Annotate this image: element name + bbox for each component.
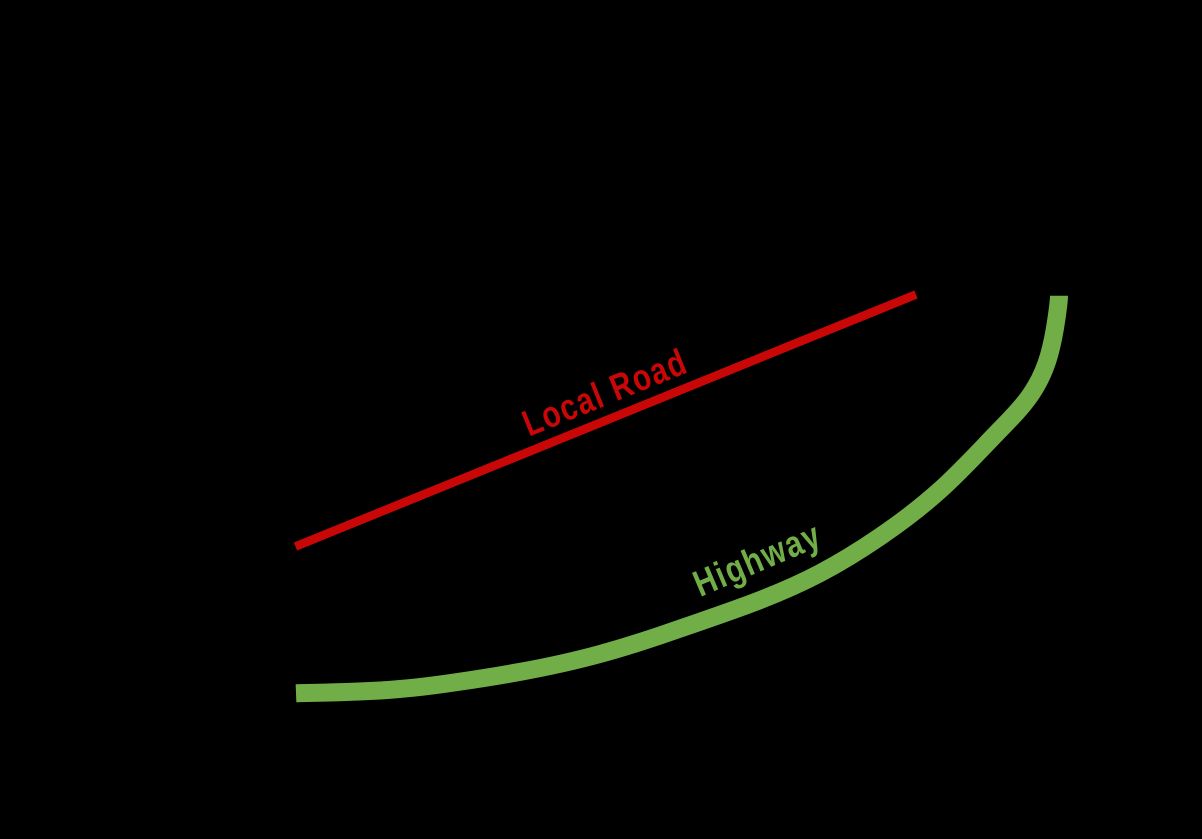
svg-text:Highway: Highway [687, 514, 827, 604]
